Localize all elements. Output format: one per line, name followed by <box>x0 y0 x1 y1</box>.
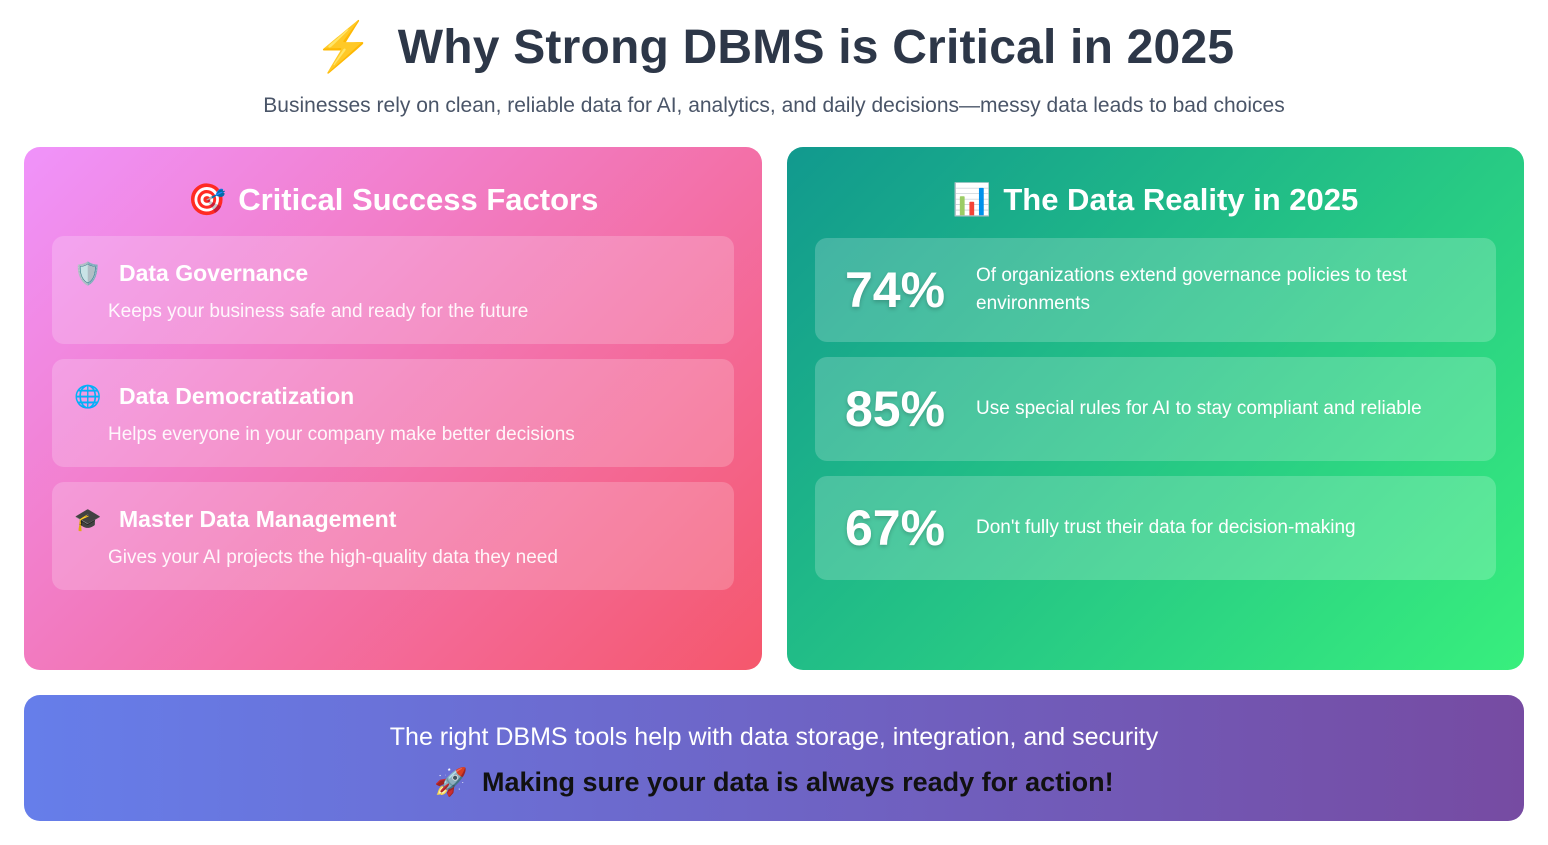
data-reality-card: 📊 The Data Reality in 2025 74% Of organiz… <box>787 147 1524 670</box>
bar-chart-icon: 📊 <box>952 182 992 217</box>
stat-value: 85% <box>845 381 946 437</box>
card-title: 📊 The Data Reality in 2025 <box>815 181 1496 221</box>
banner-tagline: 🚀 Making sure your data is always ready f… <box>24 766 1524 798</box>
stat-value: 74% <box>845 262 946 318</box>
lightning-icon: ⚡ <box>313 21 374 74</box>
stat-item: 85% Use special rules for AI to stay com… <box>815 357 1496 461</box>
success-factors-card: 🎯 Critical Success Factors 🛡️ Data Governa… <box>24 147 762 670</box>
banner-tagline-text: Making sure your data is always ready fo… <box>481 767 1114 797</box>
factor-item: 🌐 Data Democratization Helps everyone in … <box>52 359 734 467</box>
stat-value: 67% <box>845 500 946 556</box>
stat-text: Don't fully trust their data for decisio… <box>976 517 1356 538</box>
stat-item: 67% Don't fully trust their data for dec… <box>815 476 1496 580</box>
page-title-text: Why Strong DBMS is Critical in 2025 <box>397 21 1235 74</box>
factor-desc: Keeps your business safe and ready for t… <box>108 301 529 322</box>
shield-icon: 🛡️ <box>74 260 102 286</box>
factor-item: 🛡️ Data Governance Keeps your business sa… <box>52 236 734 344</box>
factor-item: 🎓 Master Data Management Gives your AI pr… <box>52 482 734 590</box>
card-title-text: Critical Success Factors <box>238 182 599 217</box>
rocket-icon: 🚀 <box>434 767 468 797</box>
graduation-cap-icon: 🎓 <box>74 506 102 532</box>
card-title: 🎯 Critical Success Factors <box>52 181 734 221</box>
factor-desc: Helps everyone in your company make bett… <box>108 424 575 445</box>
factor-title: Data Governance <box>119 260 309 286</box>
card-title-text: The Data Reality in 2025 <box>1003 182 1359 217</box>
target-icon: 🎯 <box>187 182 227 217</box>
stat-text: Of organizations extend governance polic… <box>976 265 1407 314</box>
globe-icon: 🌐 <box>74 383 102 409</box>
page-subtitle: Businesses rely on clean, reliable data … <box>263 94 1285 117</box>
stat-item: 74% Of organizations extend governance p… <box>815 238 1496 342</box>
page-title: ⚡ Why Strong DBMS is Critical in 2025 <box>0 18 1548 75</box>
summary-banner: The right DBMS tools help with data stor… <box>24 695 1524 821</box>
stat-text: Use special rules for AI to stay complia… <box>976 398 1422 419</box>
factor-title: Master Data Management <box>119 506 397 532</box>
banner-text: The right DBMS tools help with data stor… <box>389 723 1159 751</box>
factor-title: Data Democratization <box>119 383 355 409</box>
factor-desc: Gives your AI projects the high-quality … <box>108 547 558 568</box>
